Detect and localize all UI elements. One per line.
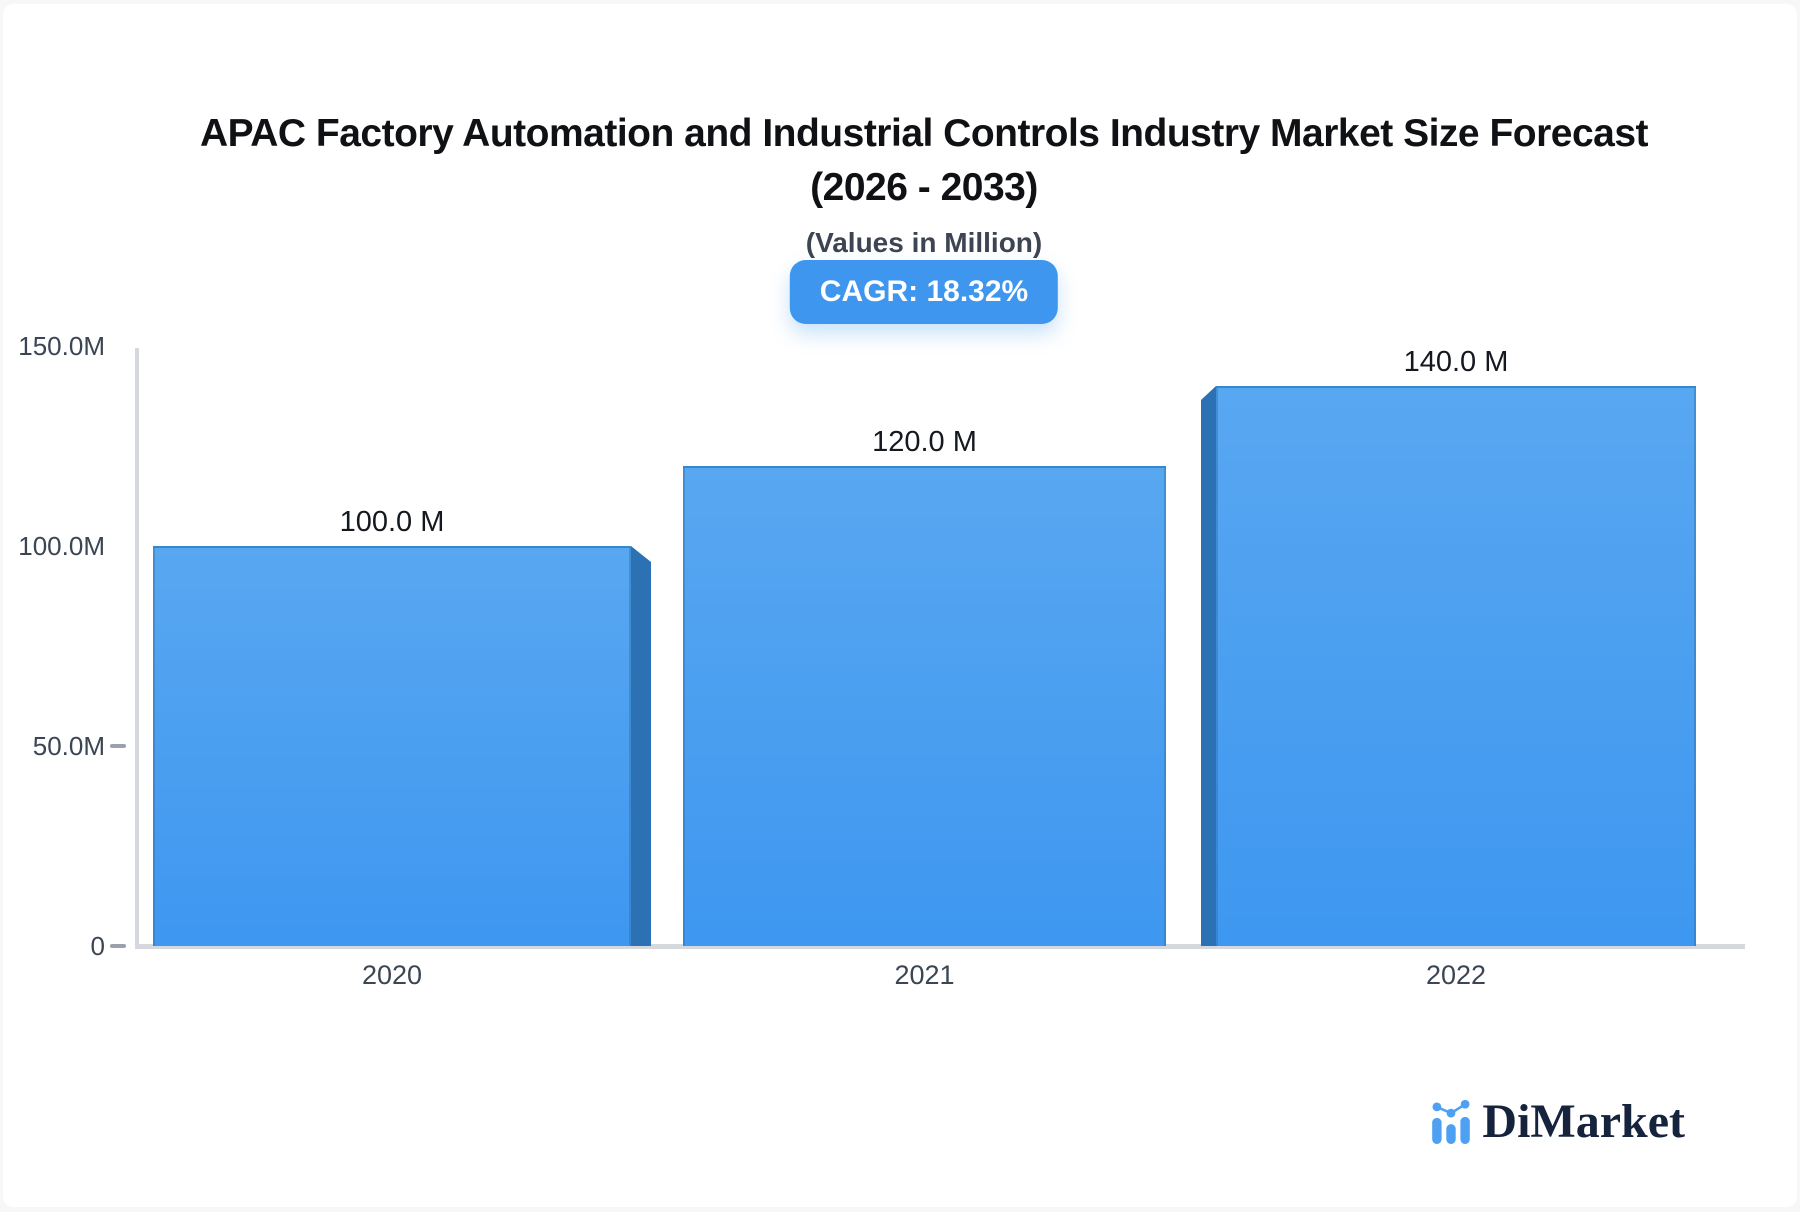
chart-subtitle: (Values in Million)	[805, 227, 1043, 258]
y-axis-label-100.0M: 100.0M	[18, 531, 105, 561]
x-axis-label-2020: 2020	[361, 960, 423, 990]
bar-value-label-2022: 140.0 M	[1403, 346, 1509, 378]
bar-side-shade-2022	[1201, 386, 1216, 946]
dimarket-logo-text: DiMarket	[1482, 1095, 1685, 1148]
bar-side-shade-2020	[631, 546, 651, 946]
y-axis-label-50.0M: 50.0M	[32, 731, 105, 761]
chart-card: APAC Factory Automation and Industrial C…	[3, 4, 1797, 1207]
plot-area: 100.0 M 2020 120.0 M 2021 140.0 M 2022 0 50.0M 1…	[3, 4, 1797, 1207]
bar-2022	[1216, 386, 1696, 946]
bar-2021	[683, 466, 1166, 946]
chart-header: APAC Factory Automation and Industrial C…	[51, 4, 1797, 344]
y-axis-label-150.0M: 150.0M	[18, 331, 105, 361]
dimarket-logo: DiMarket	[1431, 1098, 1685, 1146]
bar-value-label-2020: 100.0 M	[339, 506, 445, 538]
cagr-badge: CAGR: 18.32%	[789, 260, 1059, 324]
x-axis-label-2022: 2022	[1425, 960, 1487, 990]
chart-title: APAC Factory Automation and Industrial C…	[199, 112, 1649, 155]
x-axis-label-2021: 2021	[894, 960, 955, 990]
x-axis-line	[135, 944, 1745, 949]
bar-2020	[153, 546, 631, 946]
y-axis-label-0: 0	[90, 931, 105, 961]
y-axis-line	[135, 348, 139, 949]
bar-value-label-2021: 120.0 M	[872, 426, 977, 458]
mini-bar-chart-icon	[1432, 1099, 1471, 1144]
y-axis-tick-0	[110, 944, 126, 948]
y-axis-tick-50.0M	[110, 744, 126, 748]
chart-title-years: (2026 - 2033)	[810, 166, 1038, 209]
